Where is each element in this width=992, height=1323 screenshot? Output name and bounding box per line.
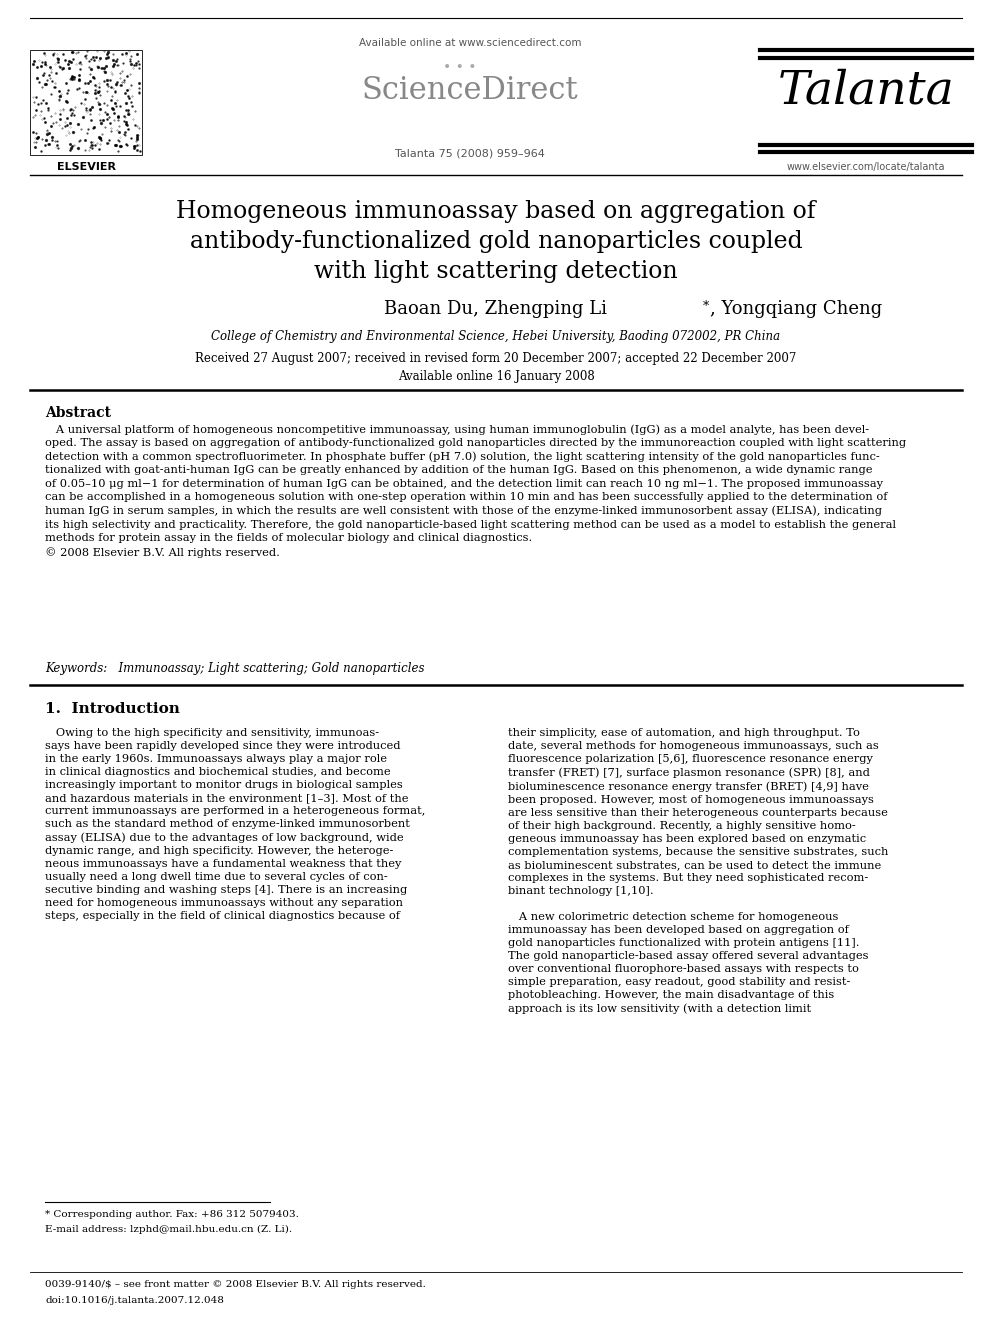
Text: Keywords:   Immunoassay; Light scattering; Gold nanoparticles: Keywords: Immunoassay; Light scattering;…: [45, 662, 425, 675]
Text: ELSEVIER: ELSEVIER: [57, 161, 115, 172]
Text: their simplicity, ease of automation, and high throughput. To
date, several meth: their simplicity, ease of automation, an…: [508, 728, 889, 1015]
Text: *: *: [703, 300, 709, 314]
Text: * Corresponding author. Fax: +86 312 5079403.: * Corresponding author. Fax: +86 312 507…: [45, 1211, 299, 1218]
Text: College of Chemistry and Environmental Science, Hebei University, Baoding 072002: College of Chemistry and Environmental S…: [211, 329, 781, 343]
Text: Received 27 August 2007; received in revised form 20 December 2007; accepted 22 : Received 27 August 2007; received in rev…: [195, 352, 797, 365]
Text: Available online 16 January 2008: Available online 16 January 2008: [398, 370, 594, 382]
Text: doi:10.1016/j.talanta.2007.12.048: doi:10.1016/j.talanta.2007.12.048: [45, 1297, 224, 1304]
Text: Owing to the high specificity and sensitivity, immunoas-
says have been rapidly : Owing to the high specificity and sensit…: [45, 728, 426, 921]
Text: www.elsevier.com/locate/talanta: www.elsevier.com/locate/talanta: [787, 161, 945, 172]
Text: antibody-functionalized gold nanoparticles coupled: antibody-functionalized gold nanoparticl…: [189, 230, 803, 253]
Text: Talanta 75 (2008) 959–964: Talanta 75 (2008) 959–964: [395, 148, 545, 157]
Text: A universal platform of homogeneous noncompetitive immunoassay, using human immu: A universal platform of homogeneous nonc…: [45, 423, 906, 557]
Text: 1.  Introduction: 1. Introduction: [45, 703, 180, 716]
Text: , Yongqiang Cheng: , Yongqiang Cheng: [710, 300, 882, 318]
Text: Talanta: Talanta: [778, 67, 954, 114]
Bar: [30, 50, 142, 155]
Text: • • •: • • •: [443, 60, 477, 74]
Text: Baoan Du, Zhengping Li: Baoan Du, Zhengping Li: [385, 300, 607, 318]
Text: Abstract: Abstract: [45, 406, 111, 419]
Text: ScienceDirect: ScienceDirect: [362, 75, 578, 106]
Text: Homogeneous immunoassay based on aggregation of: Homogeneous immunoassay based on aggrega…: [177, 200, 815, 224]
Text: Available online at www.sciencedirect.com: Available online at www.sciencedirect.co…: [359, 38, 581, 48]
Text: with light scattering detection: with light scattering detection: [314, 261, 678, 283]
Text: E-mail address: lzphd@mail.hbu.edu.cn (Z. Li).: E-mail address: lzphd@mail.hbu.edu.cn (Z…: [45, 1225, 292, 1234]
Text: 0039-9140/$ – see front matter © 2008 Elsevier B.V. All rights reserved.: 0039-9140/$ – see front matter © 2008 El…: [45, 1279, 426, 1289]
